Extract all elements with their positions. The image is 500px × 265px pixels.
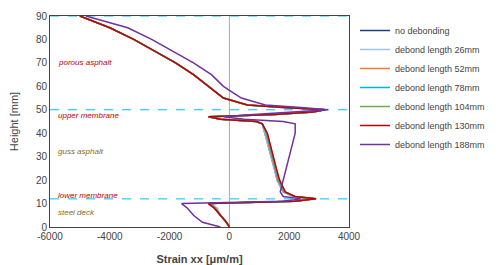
svg-text:90: 90	[36, 11, 48, 22]
svg-text:2000: 2000	[278, 231, 301, 242]
svg-text:no debonding: no debonding	[395, 26, 450, 36]
svg-text:debond length 78mm: debond length 78mm	[395, 83, 480, 93]
svg-text:lower membrane: lower membrane	[58, 191, 118, 200]
svg-text:20: 20	[36, 175, 48, 186]
svg-text:30: 30	[36, 151, 48, 162]
svg-text:-6000: -6000	[37, 231, 63, 242]
svg-text:70: 70	[36, 57, 48, 68]
svg-text:60: 60	[36, 81, 48, 92]
svg-text:40: 40	[36, 128, 48, 139]
svg-text:50: 50	[36, 104, 48, 115]
svg-text:Strain xx [μm/m]: Strain xx [μm/m]	[156, 253, 243, 265]
svg-text:debond length 188mm: debond length 188mm	[395, 140, 485, 150]
svg-text:0: 0	[41, 222, 47, 233]
svg-text:porous asphalt: porous asphalt	[58, 58, 112, 67]
svg-text:Height [mm]: Height [mm]	[8, 92, 20, 151]
svg-text:debond length 130mm: debond length 130mm	[395, 121, 485, 131]
svg-text:debond length 104mm: debond length 104mm	[395, 102, 485, 112]
svg-text:0: 0	[227, 231, 233, 242]
svg-text:debond length 52mm: debond length 52mm	[395, 64, 480, 74]
svg-text:-2000: -2000	[157, 231, 183, 242]
svg-text:10: 10	[36, 198, 48, 209]
svg-text:guss asphalt: guss asphalt	[58, 147, 104, 156]
svg-text:debond length 26mm: debond length 26mm	[395, 45, 480, 55]
svg-text:steel deck: steel deck	[58, 208, 95, 217]
svg-text:80: 80	[36, 34, 48, 45]
svg-text:upper membrane: upper membrane	[58, 111, 119, 120]
svg-text:4000: 4000	[338, 231, 361, 242]
svg-text:-4000: -4000	[97, 231, 123, 242]
